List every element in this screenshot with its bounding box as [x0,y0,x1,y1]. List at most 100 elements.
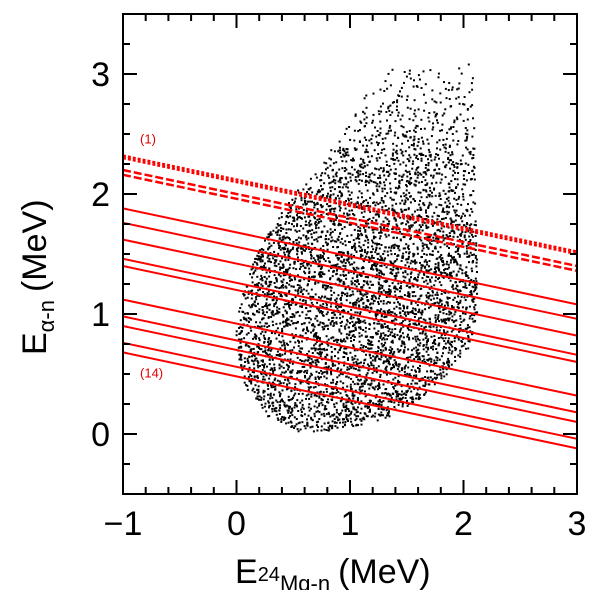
scatter-point [352,266,355,269]
scatter-point [284,378,287,381]
scatter-point [271,313,274,316]
scatter-point [356,410,359,413]
scatter-point [325,306,328,309]
scatter-point [348,223,351,226]
scatter-point [362,216,365,218]
scatter-point [342,147,345,150]
scatter-point [474,256,477,259]
scatter-point [441,218,443,221]
scatter-point [370,379,373,382]
scatter-point [384,347,387,350]
scatter-point [333,150,336,153]
scatter-point [356,317,359,320]
scatter-point [415,154,418,157]
scatter-point [364,125,366,128]
scatter-point [445,137,448,140]
scatter-point [428,306,430,309]
scatter-point [309,219,312,222]
scatter-point [405,357,408,360]
scatter-point [320,348,322,351]
scatter-point [407,333,409,336]
scatter-point [307,200,309,203]
scatter-point [315,238,318,241]
scatter-point [356,362,359,365]
scatter-point [294,386,296,389]
scatter-point [443,375,446,378]
scatter-point [386,209,389,212]
scatter-point [460,295,463,298]
scatter-point [471,299,474,302]
scatter-point [354,280,357,282]
scatter-point [400,393,403,396]
scatter-point [389,289,392,292]
scatter-point [300,247,303,250]
scatter-point [473,127,476,130]
scatter-point [464,127,467,129]
scatter-point [355,237,358,240]
scatter-point [382,102,384,105]
scatter-point [383,181,386,184]
scatter-point [452,298,455,301]
scatter-point [364,239,367,242]
scatter-point [352,397,355,400]
scatter-point [405,135,408,138]
scatter-point [420,216,423,219]
scatter-point [373,322,376,325]
scatter-point [270,311,273,314]
scatter-point [285,370,287,373]
scatter-point [345,352,348,355]
scatter-point [456,262,459,265]
scatter-point [360,344,363,347]
scatter-point [395,202,398,205]
scatter-point [245,384,248,387]
scatter-point [402,134,405,137]
scatter-point [443,112,446,115]
scatter-point [289,371,292,374]
scatter-point [318,402,321,405]
scatter-point [303,371,306,374]
scatter-point [422,330,425,333]
scatter-point [354,311,357,314]
scatter-point [369,384,372,387]
scatter-point [436,352,439,354]
scatter-point [340,255,343,258]
scatter-point [292,225,295,228]
scatter-point [353,335,356,338]
scatter-point [399,290,401,293]
scatter-point [298,191,301,194]
scatter-point [397,379,400,382]
scatter-point [318,410,321,413]
scatter-point [256,325,259,328]
scatter-point [312,324,315,327]
scatter-point [406,158,409,160]
scatter-point [453,232,456,235]
scatter-point [240,303,243,306]
scatter-point [327,401,330,404]
scatter-point [306,421,309,424]
scatter-point [449,105,452,108]
scatter-point [269,293,272,296]
scatter-point [392,393,395,395]
scatter-point [406,273,409,276]
scatter-point [318,260,321,263]
scatter-point [319,204,322,207]
scatter-point [384,315,386,318]
scatter-point [387,288,390,291]
scatter-point [331,336,334,339]
scatter-point [425,294,428,297]
scatter-point [439,298,441,301]
scatter-point [460,232,463,235]
scatter-point [278,311,281,314]
scatter-point [400,260,403,262]
scatter-point [360,297,363,300]
scatter-point [471,88,474,91]
scatter-point [303,216,306,219]
scatter-point [260,253,263,256]
scatter-point [241,326,244,329]
scatter-point [295,268,298,271]
scatter-point [367,222,370,225]
scatter-point [357,297,360,300]
scatter-point [434,115,437,118]
scatter-point [434,276,437,279]
scatter-point [359,173,362,176]
